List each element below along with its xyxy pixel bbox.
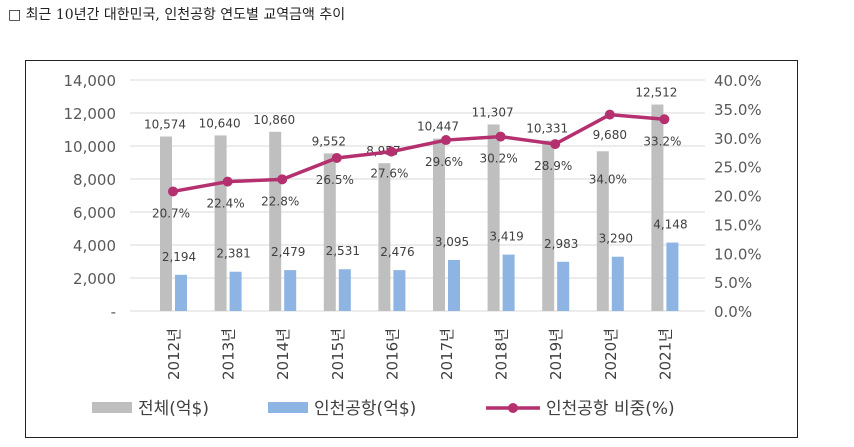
right-tick-label: 25.0% (714, 159, 762, 177)
category-label: 2019년 (547, 328, 565, 380)
left-tick-label: 8,000 (73, 171, 116, 189)
total-value-label: 12,512 (635, 86, 677, 100)
bar-incheon (284, 270, 297, 311)
total-value-label: 10,331 (526, 122, 568, 136)
category-label: 2016년 (383, 328, 401, 380)
total-value-label: 10,574 (144, 118, 186, 132)
left-tick-label: - (111, 303, 116, 321)
line-point (331, 152, 342, 163)
share-value-label: 26.5% (316, 173, 354, 187)
incheon-value-label: 2,476 (380, 245, 414, 259)
legend-label-share: 인천공항 비중(%) (546, 399, 675, 419)
share-value-label: 28.9% (534, 159, 572, 173)
right-tick-label: 35.0% (714, 101, 762, 119)
bar-incheon (229, 271, 242, 311)
bar-total (160, 136, 172, 311)
bar-incheon (393, 270, 406, 311)
bar-total (542, 140, 555, 311)
bar-incheon (557, 261, 570, 311)
legend-label-incheon: 인천공항(억$) (314, 399, 416, 419)
right-tick-label: 0.0% (714, 303, 752, 321)
category-label: 2015년 (329, 328, 347, 380)
total-value-label: 10,447 (417, 120, 459, 134)
total-value-label: 11,307 (472, 105, 514, 119)
total-value-label: 10,860 (253, 113, 295, 127)
category-label: 2020년 (602, 328, 620, 380)
bar-total (269, 131, 282, 311)
line-point (495, 131, 506, 142)
bar-total (651, 104, 664, 311)
right-tick-label: 5.0% (714, 274, 752, 292)
line-point (168, 186, 178, 197)
legend-marker-share (508, 403, 518, 413)
incheon-value-label: 3,419 (489, 230, 523, 244)
bar-total (596, 151, 609, 311)
legend-swatch-incheon (268, 402, 308, 413)
bar-total (378, 163, 391, 311)
share-value-label: 22.8% (261, 194, 299, 208)
right-tick-label: 10.0% (714, 245, 762, 263)
bar-incheon (611, 256, 624, 311)
left-tick-label: 12,000 (64, 105, 117, 123)
total-value-label: 9,552 (312, 134, 346, 148)
share-value-label: 33.2% (643, 134, 681, 148)
share-value-label: 29.6% (425, 155, 463, 169)
share-value-label: 30.2% (480, 152, 518, 166)
total-value-label: 10,640 (199, 116, 241, 130)
legend-swatch-total (92, 402, 132, 413)
category-label: 2017년 (438, 328, 456, 380)
line-share (172, 112, 665, 194)
right-tick-label: 15.0% (714, 216, 762, 234)
right-tick-label: 30.0% (714, 130, 762, 148)
category-label: 2021년 (656, 328, 674, 380)
line-point (222, 176, 233, 187)
line-point (659, 114, 670, 125)
bar-incheon (448, 259, 460, 311)
bar-incheon (666, 242, 679, 311)
line-point (277, 174, 288, 185)
incheon-value-label: 3,095 (435, 235, 469, 249)
chart-frame (25, 60, 798, 438)
category-label: 2018년 (493, 328, 511, 380)
line-point (386, 146, 397, 157)
bar-total (323, 153, 336, 311)
bar-total (487, 124, 500, 311)
bar-incheon (175, 274, 187, 311)
bar-incheon (502, 254, 515, 311)
left-tick-label: 4,000 (73, 237, 116, 255)
incheon-value-label: 2,194 (162, 250, 196, 264)
line-point (441, 135, 451, 146)
incheon-value-label: 2,983 (544, 237, 578, 251)
legend-label-total: 전체(억$) (138, 399, 209, 419)
right-tick-label: 20.0% (714, 188, 762, 206)
left-tick-label: 2,000 (73, 270, 116, 288)
bar-total (214, 135, 227, 311)
share-value-label: 34.0% (589, 173, 627, 187)
bar-incheon (338, 269, 351, 311)
total-value-label: 9,680 (593, 128, 627, 142)
left-tick-label: 14,000 (64, 72, 117, 90)
page-title: □ 최근 10년간 대한민국, 인천공항 연도별 교역금액 추이 (8, 7, 346, 23)
incheon-value-label: 2,479 (271, 245, 305, 259)
category-label: 2013년 (220, 328, 238, 380)
category-label: 2014년 (274, 328, 292, 380)
share-value-label: 20.7% (152, 206, 190, 220)
incheon-value-label: 3,290 (599, 232, 633, 246)
category-label: 2012년 (165, 328, 183, 380)
right-tick-label: 40.0% (714, 72, 762, 90)
share-value-label: 22.4% (207, 197, 245, 211)
left-tick-label: 10,000 (64, 138, 117, 156)
left-tick-label: 6,000 (73, 204, 116, 222)
line-point (604, 109, 615, 120)
incheon-value-label: 2,381 (216, 247, 250, 261)
line-point (550, 139, 561, 150)
bar-total (433, 138, 445, 311)
incheon-value-label: 2,531 (326, 244, 360, 258)
share-value-label: 27.6% (370, 167, 408, 181)
incheon-value-label: 4,148 (653, 218, 687, 232)
